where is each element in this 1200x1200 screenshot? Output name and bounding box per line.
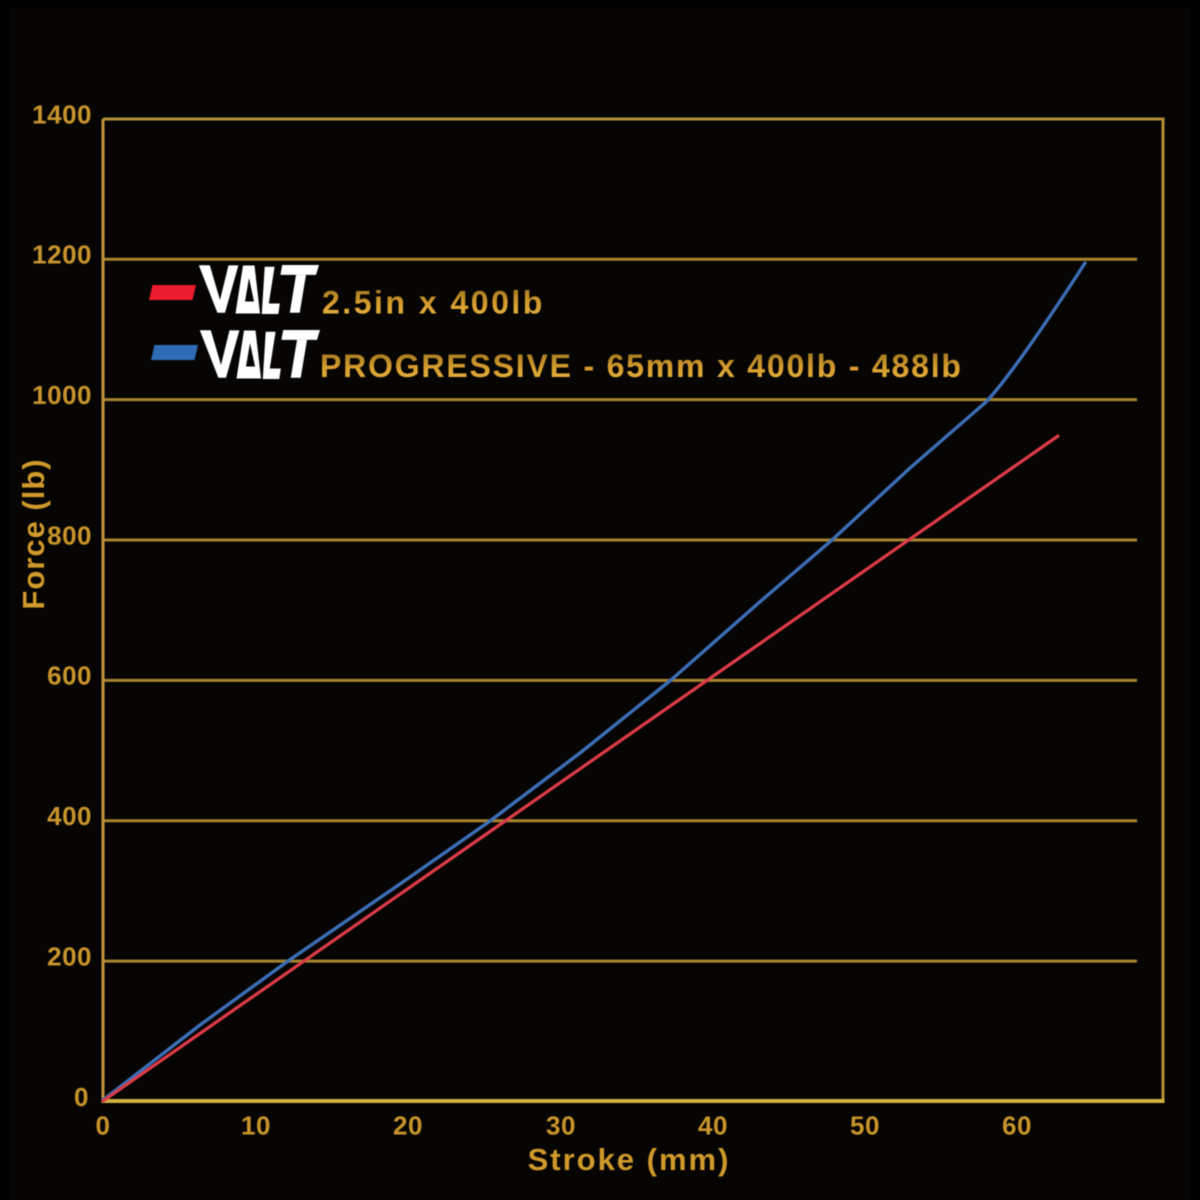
svg-text:600: 600 bbox=[47, 661, 92, 691]
svg-text:50: 50 bbox=[850, 1111, 880, 1141]
svg-text:0: 0 bbox=[74, 1082, 89, 1112]
svg-text:1000: 1000 bbox=[32, 380, 92, 410]
svg-text:1400: 1400 bbox=[32, 99, 92, 129]
svg-text:2.5in x 400lb: 2.5in x 400lb bbox=[322, 285, 545, 321]
svg-text:40: 40 bbox=[698, 1111, 728, 1141]
svg-text:400: 400 bbox=[47, 801, 92, 831]
svg-text:1200: 1200 bbox=[32, 240, 92, 270]
svg-text:800: 800 bbox=[47, 520, 92, 550]
svg-text:200: 200 bbox=[47, 941, 92, 971]
svg-text:Force (lb): Force (lb) bbox=[16, 458, 51, 609]
svg-text:Stroke (mm): Stroke (mm) bbox=[528, 1142, 731, 1177]
svg-text:10: 10 bbox=[241, 1111, 271, 1141]
svg-text:60: 60 bbox=[1002, 1111, 1032, 1141]
svg-text:0: 0 bbox=[96, 1111, 111, 1141]
svg-text:20: 20 bbox=[393, 1111, 423, 1141]
svg-text:PROGRESSIVE - 65mm x 400lb - 4: PROGRESSIVE - 65mm x 400lb - 488lb bbox=[320, 348, 963, 384]
svg-text:30: 30 bbox=[546, 1111, 576, 1141]
